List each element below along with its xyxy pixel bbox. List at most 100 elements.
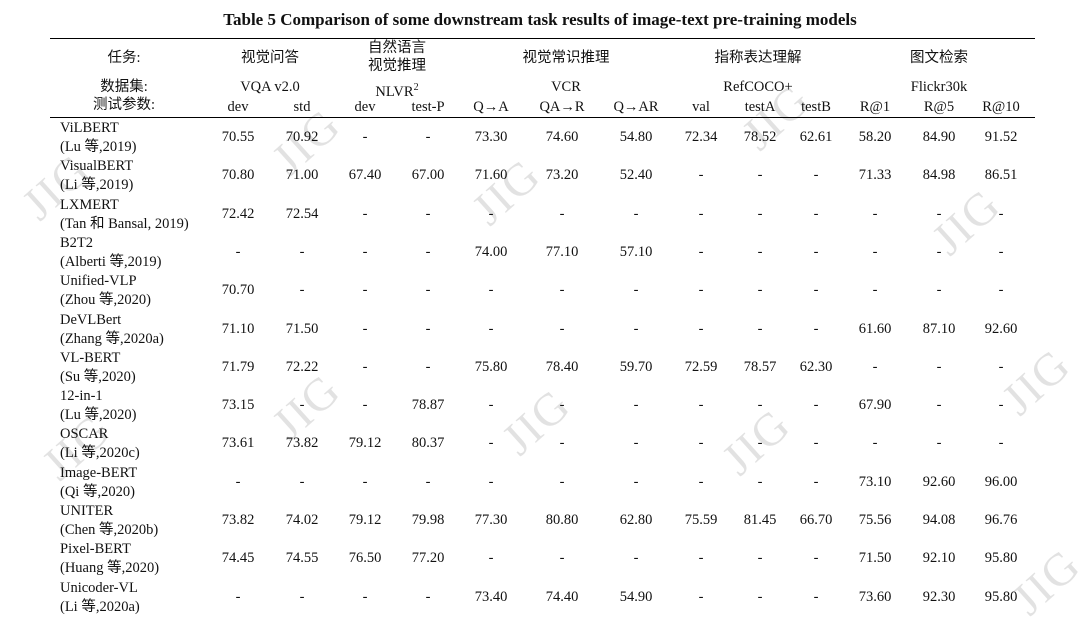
table-cell: 73.82	[221, 512, 255, 528]
dataset-label: 数据集:	[100, 79, 148, 95]
task-header: 指称表达理解	[714, 50, 802, 66]
table-cell: -	[362, 588, 368, 605]
jig-watermark: JIG	[462, 148, 551, 235]
table-cell: -	[757, 473, 763, 490]
table-cell: 54.80	[619, 129, 653, 145]
dataset-header: VCR	[551, 79, 581, 95]
table-cell: -	[757, 550, 763, 567]
table-cell: 75.80	[474, 358, 508, 375]
table-cell: -	[362, 473, 368, 490]
model-name: Image-BERT	[60, 464, 138, 481]
param-header: testA	[744, 99, 776, 115]
jig-watermark: JIG	[492, 378, 581, 465]
table-cell: -	[698, 320, 704, 337]
table-cell: -	[936, 282, 942, 299]
table-cell: -	[813, 320, 819, 337]
table-cell: 75.59	[684, 512, 718, 528]
table-cell: 67.40	[348, 167, 382, 184]
table-cell: 95.80	[984, 588, 1018, 605]
table-cell: 96.76	[984, 512, 1018, 528]
table-cell: -	[998, 358, 1004, 375]
table-cell: -	[425, 243, 431, 260]
table-cell: -	[813, 473, 819, 490]
task-header: 自然语言	[368, 40, 426, 56]
table-cell: -	[936, 435, 942, 452]
table-cell: 74.00	[474, 243, 508, 260]
table-cell: 73.20	[545, 167, 579, 184]
table-cell: 77.30	[474, 512, 508, 528]
table-cell: -	[757, 282, 763, 299]
table-cell: 92.10	[922, 550, 956, 567]
table-cell: -	[425, 129, 431, 145]
table-cell: -	[488, 473, 494, 490]
table-cell: 75.56	[858, 512, 892, 528]
table-cell: 77.20	[411, 550, 445, 567]
table-cell: 71.00	[285, 167, 319, 184]
table-cell: 77.10	[545, 243, 579, 260]
table-cell: 78.57	[743, 358, 777, 375]
table-cell: 96.00	[984, 473, 1018, 490]
table-cell: -	[633, 282, 639, 299]
table-cell: 59.70	[619, 358, 653, 375]
table-cell: -	[698, 588, 704, 605]
table-cell: -	[559, 397, 565, 414]
table-cell: 91.52	[984, 129, 1018, 145]
table-cell: -	[488, 435, 494, 452]
model-citation: (Zhang 等,2020a)	[60, 330, 164, 347]
table-cell: -	[757, 167, 763, 184]
model-citation: (Huang 等,2020)	[60, 560, 160, 577]
table-cell: -	[559, 550, 565, 567]
table-cell: -	[813, 243, 819, 260]
table-cell: -	[362, 129, 368, 145]
table-cell: -	[633, 320, 639, 337]
table-cell: 86.51	[984, 167, 1018, 184]
model-name: 12-in-1	[60, 388, 103, 405]
table-cell: -	[633, 473, 639, 490]
table-cell: -	[488, 550, 494, 567]
table-cell: 72.59	[684, 358, 718, 375]
table-cell: 84.98	[922, 167, 956, 184]
table-cell: -	[757, 243, 763, 260]
param-header: R@5	[923, 99, 955, 115]
table-cell: 78.52	[743, 129, 777, 145]
table-cell: 58.20	[858, 129, 892, 145]
dataset-header: VQA v2.0	[240, 79, 300, 95]
table-cell: 79.98	[411, 512, 445, 528]
table-cell: -	[813, 167, 819, 184]
table-cell: -	[488, 320, 494, 337]
table-cell: 72.34	[684, 129, 718, 145]
param-header: val	[692, 99, 710, 115]
model-citation: (Chen 等,2020b)	[60, 522, 159, 538]
table-cell: -	[872, 282, 878, 299]
table-cell: 71.79	[221, 358, 255, 375]
table-cell: 67.00	[411, 167, 445, 184]
table-cell: 94.08	[922, 512, 956, 528]
param-header: R@10	[982, 99, 1020, 115]
table-cell: -	[559, 473, 565, 490]
table-title: Table 5 Comparison of some downstream ta…	[223, 10, 857, 29]
table-cell: 70.80	[221, 167, 255, 184]
table-cell: -	[362, 358, 368, 375]
table-cell: 72.22	[285, 358, 319, 375]
table-cell: -	[757, 588, 763, 605]
table-cell: -	[299, 397, 305, 414]
table-cell: -	[488, 282, 494, 299]
table-cell: -	[936, 205, 942, 222]
table-cell: -	[488, 397, 494, 414]
table-cell: 62.30	[799, 358, 833, 375]
table-cell: 73.40	[474, 588, 508, 605]
task-header: 视觉推理	[368, 58, 426, 74]
model-citation: (Li 等,2020c)	[60, 445, 140, 462]
table-cell: 52.40	[619, 167, 653, 184]
model-citation: (Li 等,2020a)	[60, 598, 140, 615]
table-cell: -	[362, 205, 368, 222]
table-cell: 74.60	[545, 129, 579, 145]
table-cell: -	[559, 205, 565, 222]
table-cell: 81.45	[743, 512, 777, 528]
table-cell: -	[998, 282, 1004, 299]
table-cell: 71.33	[858, 167, 892, 184]
model-citation: (Su 等,2020)	[60, 368, 136, 385]
table-cell: -	[872, 358, 878, 375]
table-cell: -	[633, 550, 639, 567]
table-cell: 92.60	[922, 473, 956, 490]
